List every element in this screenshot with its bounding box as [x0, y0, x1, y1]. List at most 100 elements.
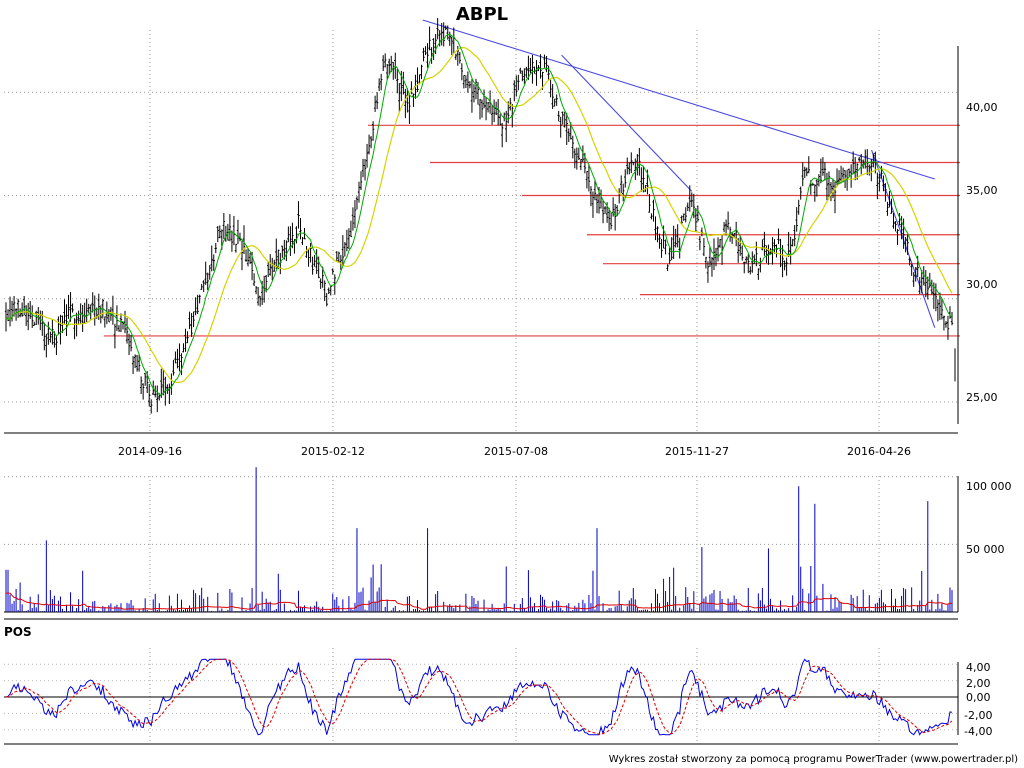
price-bar	[876, 172, 879, 200]
price-bar	[29, 301, 32, 319]
price-bars	[4, 17, 956, 414]
price-bar	[706, 261, 710, 283]
chart-title: ABPL	[456, 4, 508, 25]
price-bar	[311, 256, 314, 275]
price-bar	[363, 158, 367, 181]
price-bar	[674, 228, 677, 248]
price-bar	[206, 272, 209, 290]
price-bar	[890, 198, 893, 214]
price-bar	[331, 268, 334, 275]
oscillator-signal-line	[5, 658, 953, 735]
price-y-tick-label: 30,00	[966, 278, 998, 291]
volume-average	[6, 592, 953, 610]
price-bar	[638, 147, 641, 176]
price-bar	[934, 283, 938, 312]
price-bar	[819, 158, 823, 184]
price-bar	[708, 246, 712, 267]
price-bar	[884, 183, 887, 202]
price-bar	[805, 167, 808, 177]
price-bar	[256, 287, 260, 306]
volume-gridlines	[4, 476, 958, 611]
price-bar	[535, 60, 538, 86]
price-bar	[450, 36, 453, 55]
price-bar	[505, 110, 508, 143]
price-bar	[827, 171, 831, 198]
price-bar	[944, 321, 948, 328]
price-bar	[525, 66, 528, 78]
price-bar	[801, 162, 804, 187]
price-bar	[652, 199, 655, 222]
price-bar	[872, 153, 875, 168]
price-bar	[353, 200, 357, 229]
price-bar	[141, 383, 145, 400]
price-bar	[462, 74, 466, 89]
price-bar	[785, 257, 788, 276]
price-bar	[369, 136, 373, 149]
price-bar	[222, 213, 226, 239]
price-bar	[442, 22, 445, 47]
price-bar	[902, 218, 905, 249]
price-bar	[371, 121, 375, 141]
price-bar	[624, 169, 627, 188]
price-bar	[436, 17, 439, 40]
price-bar	[698, 236, 702, 251]
price-bar	[129, 334, 133, 352]
price-bar	[47, 321, 50, 345]
price-bar	[561, 111, 564, 125]
price-bar	[444, 25, 447, 31]
price-bar	[345, 229, 349, 252]
price-bar	[246, 247, 250, 267]
price-bar	[622, 183, 625, 202]
price-bar	[396, 68, 399, 94]
price-bar	[930, 279, 934, 295]
price-bar	[654, 216, 657, 241]
price-bar	[73, 318, 76, 340]
price-bar	[886, 201, 889, 216]
price-bar	[763, 231, 766, 256]
price-bar	[575, 147, 579, 170]
price-bar	[718, 239, 722, 248]
price-bar	[422, 47, 425, 62]
price-bar	[210, 245, 213, 272]
price-bar	[498, 114, 502, 126]
price-bar	[470, 79, 474, 113]
price-bar	[603, 206, 607, 214]
price-bar	[924, 270, 927, 298]
price-bar	[906, 234, 909, 255]
price-bar	[745, 256, 748, 264]
price-bar	[377, 78, 381, 92]
price-bar	[484, 97, 488, 121]
price-bar	[938, 292, 942, 321]
price-bar	[704, 256, 708, 269]
price-bar	[795, 207, 798, 232]
price-bar	[218, 225, 222, 239]
price-bar	[741, 245, 744, 261]
price-bar	[432, 38, 435, 60]
price-bar	[799, 186, 802, 200]
price-bar	[747, 254, 750, 274]
price-bar	[325, 292, 328, 307]
price-bar	[375, 92, 379, 110]
price-bar	[216, 225, 219, 243]
price-bar	[630, 152, 633, 174]
price-bar	[946, 315, 950, 340]
price-bar	[539, 54, 542, 79]
price-bar	[20, 302, 24, 317]
price-bar	[878, 173, 881, 192]
price-bar	[626, 157, 629, 175]
price-bar	[446, 25, 449, 40]
price-bar	[297, 201, 300, 229]
price-bar	[53, 331, 56, 348]
price-bar	[577, 147, 581, 161]
price-y-tick-labels: 25,00 30,00 35,00 40,00	[966, 101, 998, 404]
volume-y-tick-labels: 50 000 100 000	[966, 480, 1012, 556]
price-y-tick-label: 25,00	[966, 391, 998, 404]
price-bar	[458, 51, 462, 64]
price-bar	[860, 154, 863, 175]
price-bar	[694, 207, 698, 232]
price-bar	[839, 165, 843, 184]
price-bar	[858, 156, 861, 162]
price-bar	[172, 359, 175, 376]
price-bar	[702, 237, 706, 257]
price-bar	[894, 221, 897, 232]
